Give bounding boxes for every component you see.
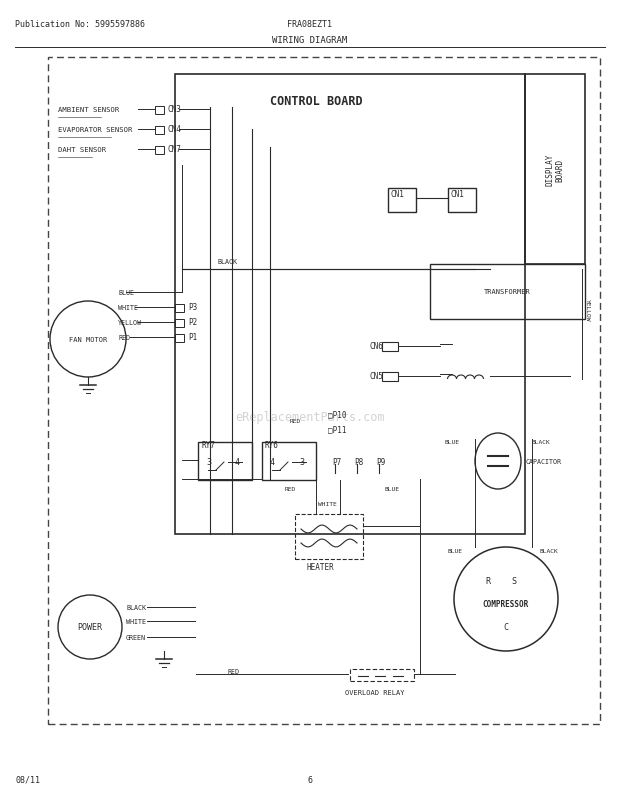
Text: P1: P1 — [188, 333, 197, 342]
Text: 6: 6 — [308, 775, 312, 784]
Text: FRA08EZT1: FRA08EZT1 — [288, 20, 332, 29]
Text: P8: P8 — [354, 457, 363, 467]
Text: CN7: CN7 — [168, 145, 182, 154]
Text: DAHT SENSOR: DAHT SENSOR — [58, 147, 106, 153]
Text: WHITE: WHITE — [126, 618, 146, 624]
Bar — [350, 669, 414, 681]
Text: BLUE: BLUE — [445, 440, 460, 445]
Text: P9: P9 — [376, 457, 385, 467]
Text: BLUE: BLUE — [118, 290, 134, 296]
Text: POWER: POWER — [78, 622, 102, 632]
Bar — [262, 443, 316, 480]
Text: GREEN: GREEN — [126, 634, 146, 640]
Bar — [198, 443, 252, 480]
Bar — [48, 58, 600, 724]
Text: FAN MOTOR: FAN MOTOR — [69, 337, 107, 342]
Text: WHITE: WHITE — [118, 305, 138, 310]
Text: BLACK: BLACK — [540, 549, 559, 554]
Text: □P11: □P11 — [328, 425, 347, 434]
Text: RY6: RY6 — [265, 440, 279, 449]
Text: BLUE: BLUE — [448, 549, 463, 554]
Bar — [175, 320, 184, 327]
Text: 08/11: 08/11 — [15, 775, 40, 784]
Bar — [155, 107, 164, 115]
Text: CONTROL BOARD: CONTROL BOARD — [270, 95, 363, 107]
Text: P3: P3 — [188, 303, 197, 312]
Text: DISPLAY
BOARD: DISPLAY BOARD — [546, 154, 565, 186]
Text: RED: RED — [228, 668, 240, 674]
Text: RED: RED — [290, 419, 301, 424]
Text: COMPRESSOR: COMPRESSOR — [483, 600, 529, 609]
Bar — [388, 188, 416, 213]
Text: 3: 3 — [206, 458, 211, 467]
Bar — [175, 305, 184, 313]
Text: C: C — [503, 622, 508, 632]
Bar — [155, 127, 164, 135]
Bar — [295, 514, 363, 559]
Bar — [155, 147, 164, 155]
Text: RY7: RY7 — [201, 440, 215, 449]
Text: BLACK: BLACK — [126, 604, 146, 610]
Text: EVAPORATOR SENSOR: EVAPORATOR SENSOR — [58, 127, 133, 133]
Text: WIRING DIAGRAM: WIRING DIAGRAM — [272, 36, 348, 45]
Text: CN1: CN1 — [391, 190, 405, 199]
Text: R: R — [485, 577, 490, 585]
Text: 4: 4 — [235, 458, 240, 467]
Text: RED: RED — [285, 487, 296, 492]
Text: YELLOW: YELLOW — [585, 298, 590, 321]
Text: BLACK: BLACK — [218, 259, 238, 265]
Bar — [382, 373, 398, 382]
Text: OVERLOAD RELAY: OVERLOAD RELAY — [345, 689, 404, 695]
Text: 3: 3 — [299, 458, 304, 467]
Bar — [382, 342, 398, 351]
Text: Publication No: 5995597886: Publication No: 5995597886 — [15, 20, 145, 29]
Text: RED: RED — [118, 334, 130, 341]
Bar — [430, 265, 585, 320]
Text: CN4: CN4 — [168, 125, 182, 134]
Text: CN5: CN5 — [370, 372, 384, 381]
Text: WHITE: WHITE — [318, 502, 337, 507]
Bar — [175, 334, 184, 342]
Bar — [175, 75, 525, 534]
Text: CN6: CN6 — [370, 342, 384, 351]
Text: BLACK: BLACK — [532, 440, 551, 445]
Text: □P10: □P10 — [328, 410, 347, 419]
Text: BLUE: BLUE — [385, 487, 400, 492]
Text: eReplacementParts.com: eReplacementParts.com — [235, 411, 385, 424]
Text: CN3: CN3 — [168, 105, 182, 115]
Text: CN1: CN1 — [451, 190, 465, 199]
Text: AMBIENT SENSOR: AMBIENT SENSOR — [58, 107, 119, 113]
Bar — [525, 75, 585, 265]
Text: P2: P2 — [188, 318, 197, 327]
Text: YELLOW: YELLOW — [118, 320, 142, 326]
Bar — [448, 188, 476, 213]
Text: 4: 4 — [270, 458, 275, 467]
Text: P7: P7 — [332, 457, 341, 467]
Text: CAPACITOR: CAPACITOR — [526, 459, 562, 464]
Text: HEATER: HEATER — [307, 562, 335, 571]
Text: S: S — [512, 577, 516, 585]
Text: TRANSFORMER: TRANSFORMER — [484, 289, 530, 294]
